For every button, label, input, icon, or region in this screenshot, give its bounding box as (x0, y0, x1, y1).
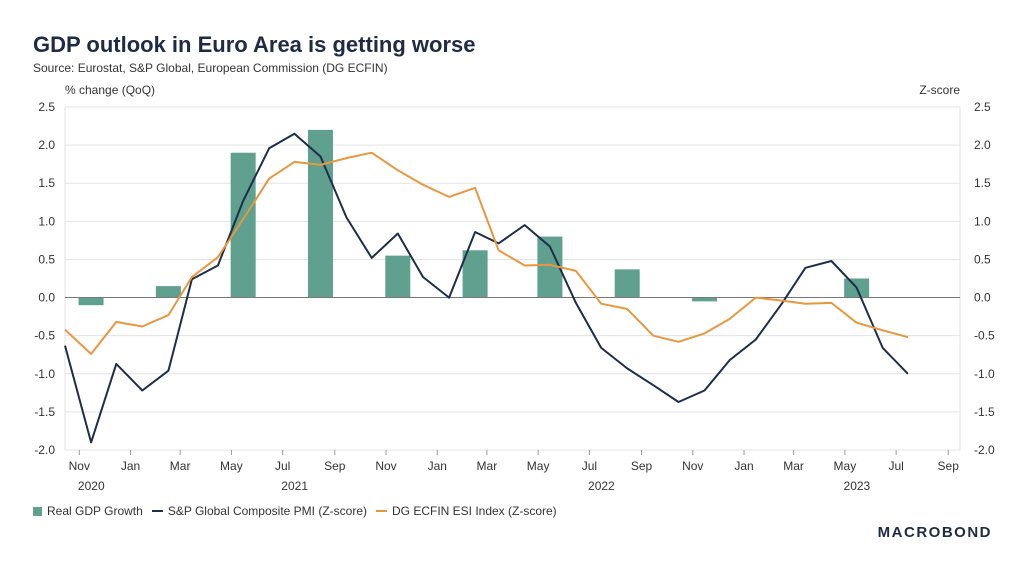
x-tick-label: Nov (69, 459, 90, 473)
y-tick-label-left: -2.0 (34, 443, 55, 457)
macrobond-logo: MACROBOND (877, 524, 992, 541)
x-tick-label: Jul (275, 459, 290, 473)
x-year-label: 2023 (844, 479, 871, 493)
esi-line (64, 151, 909, 355)
legend-item-esi: DG ECFIN ESI Index (Z-score) (375, 504, 557, 518)
x-tick-label: Sep (938, 459, 960, 473)
legend-item-gdp: Real GDP Growth (33, 504, 143, 518)
y-tick-label-left: -0.5 (34, 329, 55, 343)
y-tick-label-left: 0.5 (38, 252, 55, 266)
y-tick-label-left: -1.5 (34, 405, 55, 419)
y-tick-label-right: 1.5 (974, 176, 991, 190)
gdp-bar (692, 297, 718, 302)
x-year-label: 2021 (281, 479, 308, 493)
x-tick-label: Nov (682, 459, 703, 473)
chart-subtitle: Source: Eurostat, S&P Global, European C… (33, 61, 388, 75)
left-axis-label: % change (QoQ) (65, 83, 156, 97)
gdp-bar (230, 152, 256, 298)
y-tick-label-left: -1.0 (34, 367, 55, 381)
gdp-bar (614, 269, 640, 298)
legend-swatch-esi (375, 510, 387, 512)
gdp-bar (155, 286, 181, 298)
y-tick-label-right: -0.5 (974, 329, 995, 343)
right-axis-label: Z-score (919, 83, 960, 97)
y-tick-label-left: 2.5 (38, 100, 55, 114)
gdp-bar (78, 297, 104, 306)
y-tick-label-right: -1.0 (974, 367, 995, 381)
x-tick-label: Sep (324, 459, 346, 473)
y-tick-label-left: 1.5 (38, 176, 55, 190)
y-tick-label-right: -2.0 (974, 443, 995, 457)
y-tick-label-right: 1.0 (974, 214, 991, 228)
y-tick-label-right: 0.5 (974, 252, 991, 266)
x-tick-label: Mar (170, 459, 191, 473)
legend-swatch-pmi (151, 510, 163, 512)
legend-item-pmi: S&P Global Composite PMI (Z-score) (151, 504, 367, 518)
pmi-line (64, 132, 909, 444)
gdp-bar (307, 129, 333, 298)
x-tick-label: Mar (477, 459, 498, 473)
x-tick-label: May (834, 459, 857, 473)
y-tick-label-right: 2.5 (974, 100, 991, 114)
legend-label-gdp: Real GDP Growth (47, 504, 143, 518)
y-tick-label-left: 2.0 (38, 138, 55, 152)
x-tick-label: Jan (734, 459, 753, 473)
legend-label-esi: DG ECFIN ESI Index (Z-score) (391, 504, 557, 518)
x-year-label: 2020 (78, 479, 105, 493)
x-tick-label: May (527, 459, 550, 473)
y-tick-label-left: 1.0 (38, 214, 55, 228)
x-tick-label: Sep (631, 459, 653, 473)
y-tick-label-right: 2.0 (974, 138, 991, 152)
x-tick-label: May (220, 459, 243, 473)
x-year-label: 2022 (588, 479, 615, 493)
chart-title: GDP outlook in Euro Area is getting wors… (33, 32, 476, 57)
legend-label-pmi: S&P Global Composite PMI (Z-score) (167, 504, 367, 518)
legend-swatch-gdp (33, 506, 42, 516)
x-tick-label: Mar (783, 459, 804, 473)
gdp-bar (385, 255, 411, 298)
y-tick-label-right: -1.5 (974, 405, 995, 419)
x-tick-label: Jul (582, 459, 597, 473)
y-tick-label-right: 0.0 (974, 291, 991, 305)
x-tick-label: Jul (888, 459, 903, 473)
gdp-bar (462, 250, 488, 298)
x-tick-label: Jan (121, 459, 140, 473)
x-tick-label: Jan (428, 459, 447, 473)
x-tick-label: Nov (375, 459, 396, 473)
y-tick-label-left: 0.0 (38, 291, 55, 305)
legend: Real GDP Growth S&P Global Composite PMI… (33, 504, 566, 518)
